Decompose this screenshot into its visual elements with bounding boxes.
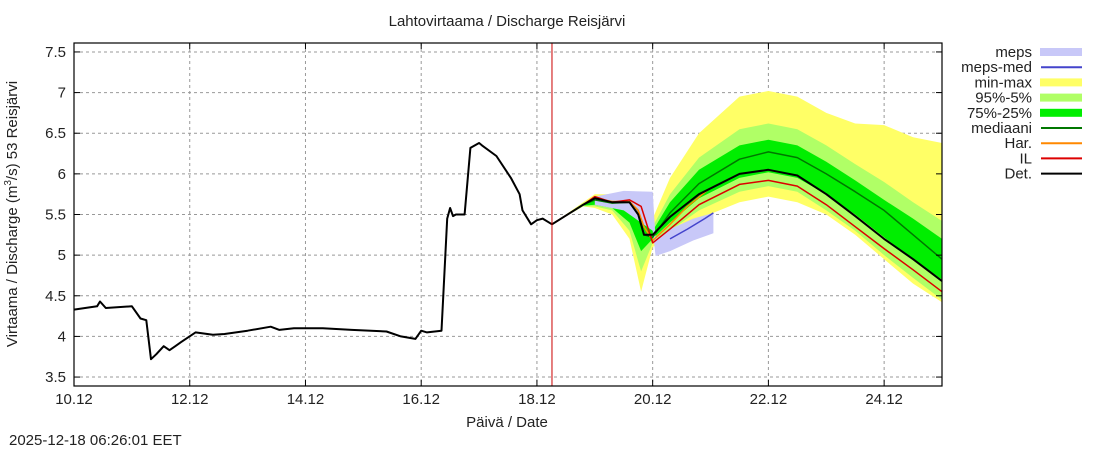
legend-label: meps-med — [961, 59, 1032, 76]
y-axis-label-sup: 3 — [3, 180, 14, 186]
x-tick-label: 24.12 — [865, 391, 903, 408]
legend-label: Det. — [1004, 166, 1032, 183]
legend-label: meps — [995, 44, 1032, 61]
legend: mepsmeps-medmin-max95%-5%75%-25%mediaani… — [961, 44, 1082, 183]
legend-label: 75%-25% — [967, 105, 1032, 122]
y-tick-label: 3.5 — [45, 369, 66, 386]
legend-label: IL — [1019, 150, 1032, 167]
band-meps — [594, 190, 714, 256]
bands — [552, 91, 942, 303]
legend-label: mediaani — [971, 120, 1032, 137]
x-tick-label: 10.12 — [55, 391, 93, 408]
band-95-5 — [552, 123, 942, 300]
x-tick-label: 16.12 — [402, 391, 440, 408]
legend-swatch — [1040, 78, 1082, 87]
x-tick-label: 18.12 — [518, 391, 556, 408]
chart-title: Lahtovirtaama / Discharge Reisjärvi — [389, 13, 626, 30]
y-tick-label: 4.5 — [45, 288, 66, 305]
legend-label: 95%-5% — [975, 90, 1032, 107]
series-lines — [73, 142, 943, 361]
x-ticks: 10.12 12.12 14.12 16.12 18.12 20.12 22.12 24.12 — [55, 43, 903, 408]
grid — [74, 43, 942, 386]
y-tick-label: 5 — [58, 247, 66, 264]
legend-swatch — [1040, 93, 1082, 102]
x-tick-label: 14.12 — [287, 391, 325, 408]
y-axis-label-main: Virtaama / Discharge (m — [4, 186, 21, 347]
y-tick-label: 6.5 — [45, 125, 66, 142]
y-ticks: 3.5 4 4.5 5 5.5 6 6.5 7 7.5 — [45, 44, 942, 386]
series-det — [73, 142, 943, 361]
series-meps-med — [669, 212, 714, 240]
y-tick-label: 4 — [58, 328, 66, 345]
x-tick-label: 12.12 — [171, 391, 209, 408]
y-axis-label-tail: /s) 53 Reisjärvi — [4, 81, 21, 180]
y-tick-label: 7 — [58, 85, 66, 102]
x-axis-label: Päivä / Date — [466, 414, 548, 431]
x-tick-label: 20.12 — [634, 391, 672, 408]
legend-swatch — [1040, 48, 1082, 56]
y-tick-label: 6 — [58, 166, 66, 183]
y-tick-label: 5.5 — [45, 207, 66, 224]
legend-label: min-max — [974, 74, 1032, 91]
y-axis-label: Virtaama / Discharge (m3/s) 53 Reisjärvi — [3, 81, 21, 347]
x-tick-label: 22.12 — [750, 391, 788, 408]
legend-swatch — [1040, 108, 1082, 117]
y-tick-label: 7.5 — [45, 44, 66, 61]
legend-label: Har. — [1004, 135, 1032, 152]
timestamp: 2025-12-18 06:26:01 EET — [9, 432, 182, 449]
band-75-25 — [552, 139, 942, 280]
